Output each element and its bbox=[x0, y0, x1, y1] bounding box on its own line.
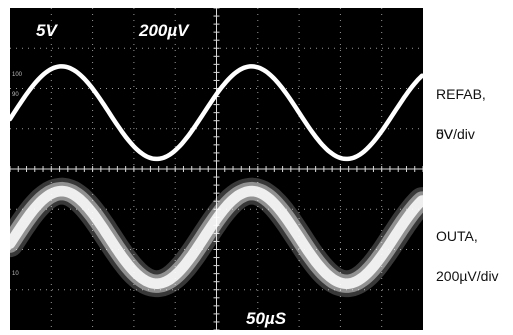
trace-outa bbox=[10, 185, 423, 289]
refab-label-line1: REFAB, bbox=[436, 86, 486, 102]
tick-label-100: 100 bbox=[12, 72, 23, 78]
outa-label: OUTA, 200µV/div bbox=[436, 206, 499, 306]
oscilloscope-screen: 5V 200µV 50µS 100 90 10 bbox=[10, 8, 423, 330]
refab-label: REFAB, 5V/div bbox=[436, 64, 486, 164]
zero-volt-label: 0V bbox=[436, 126, 454, 142]
timebase-label: 50µS bbox=[246, 309, 287, 328]
ch2-scale-label: 200µV bbox=[138, 21, 190, 40]
outa-label-line1: OUTA, bbox=[436, 228, 478, 244]
refab-label-line2: 5V/div bbox=[436, 126, 475, 142]
ch1-scale-label: 5V bbox=[36, 21, 58, 40]
graticule bbox=[10, 8, 423, 330]
tick-label-10: 10 bbox=[12, 271, 19, 277]
trace-refab bbox=[10, 64, 423, 162]
traces bbox=[10, 64, 423, 298]
outa-label-line2: 200µV/div bbox=[436, 268, 499, 284]
tick-label-90: 90 bbox=[12, 92, 19, 98]
scope-annotations: 5V 200µV 50µS 100 90 10 bbox=[12, 21, 287, 328]
